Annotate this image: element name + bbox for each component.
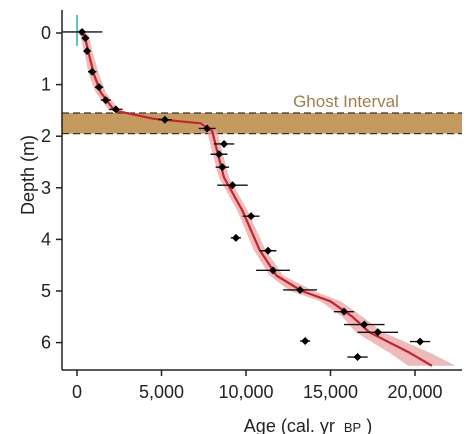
- data-point: [357, 328, 399, 337]
- x-tick-label: 20,000: [387, 382, 442, 402]
- x-axis-title-unit: BP: [344, 420, 361, 434]
- point-marker: [228, 181, 237, 190]
- x-axis-title-main: Age (cal. yr: [244, 416, 335, 434]
- point-marker: [263, 246, 272, 255]
- y-tick-label: 0: [41, 23, 51, 43]
- data-point: [158, 115, 172, 124]
- x-tick-label: 10,000: [218, 382, 273, 402]
- point-marker: [416, 337, 425, 346]
- data-point: [83, 47, 92, 56]
- data-point: [210, 150, 228, 159]
- point-marker: [83, 47, 92, 56]
- y-tick-label: 6: [41, 333, 51, 353]
- y-tick-label: 4: [41, 229, 51, 249]
- point-marker: [360, 320, 369, 329]
- data-point: [109, 105, 123, 114]
- age-model-line-layer: [76, 14, 433, 367]
- data-point: [81, 34, 90, 43]
- data-point: [300, 337, 311, 346]
- data-point: [87, 67, 97, 76]
- point-marker: [296, 285, 305, 294]
- age-model-envelope-layer: [76, 30, 456, 366]
- data-point: [61, 27, 103, 36]
- y-tick-label: 1: [41, 75, 51, 95]
- y-tick-label: 5: [41, 281, 51, 301]
- point-marker: [214, 150, 223, 159]
- data-point: [242, 212, 260, 221]
- data-point: [256, 266, 290, 275]
- point-marker: [269, 266, 278, 275]
- data-point: [213, 139, 235, 148]
- x-tick-label: 15,000: [303, 382, 358, 402]
- band-label: Ghost Interval: [293, 92, 399, 111]
- data-point: [100, 96, 111, 105]
- point-marker: [88, 67, 97, 76]
- age-model-line: [78, 29, 433, 367]
- x-tick-label: 5,000: [139, 382, 184, 402]
- point-marker: [220, 139, 229, 148]
- data-point: [94, 83, 104, 92]
- point-marker: [111, 105, 120, 114]
- point-marker: [247, 212, 256, 221]
- point-marker: [373, 328, 382, 337]
- point-marker: [218, 163, 227, 172]
- data-point: [409, 337, 431, 346]
- point-marker: [231, 233, 240, 242]
- ghost-interval-band-layer: [62, 112, 462, 135]
- point-marker: [340, 307, 349, 316]
- data-point: [215, 163, 230, 172]
- x-axis-title-close: ): [366, 416, 372, 434]
- age-model-envelope: [76, 30, 456, 366]
- y-tick-label: 3: [41, 178, 51, 198]
- ghost-interval-band: [62, 112, 462, 134]
- data-point: [344, 320, 385, 329]
- point-marker: [81, 34, 90, 43]
- data-points-layer: [61, 27, 431, 362]
- point-marker: [78, 27, 87, 36]
- point-marker: [160, 115, 169, 124]
- data-point: [259, 246, 277, 255]
- x-tick-label: 0: [72, 382, 82, 402]
- y-tick-label: 2: [41, 126, 51, 146]
- data-point: [333, 307, 355, 316]
- point-marker: [353, 353, 362, 362]
- data-point: [198, 124, 216, 133]
- point-marker: [301, 337, 310, 346]
- point-marker: [101, 96, 110, 105]
- x-axis-title: Age (cal. yr BP ): [244, 416, 372, 434]
- point-marker: [203, 124, 212, 133]
- data-point: [230, 233, 241, 242]
- data-point: [283, 285, 317, 294]
- data-point: [217, 181, 248, 190]
- axes-layer: 0 5,000 10,000 15,000 20,000 0 1 2 3 4 5 6: [41, 10, 462, 402]
- y-axis-title: Depth (m): [18, 135, 38, 215]
- data-point: [347, 353, 368, 362]
- point-marker: [94, 83, 103, 92]
